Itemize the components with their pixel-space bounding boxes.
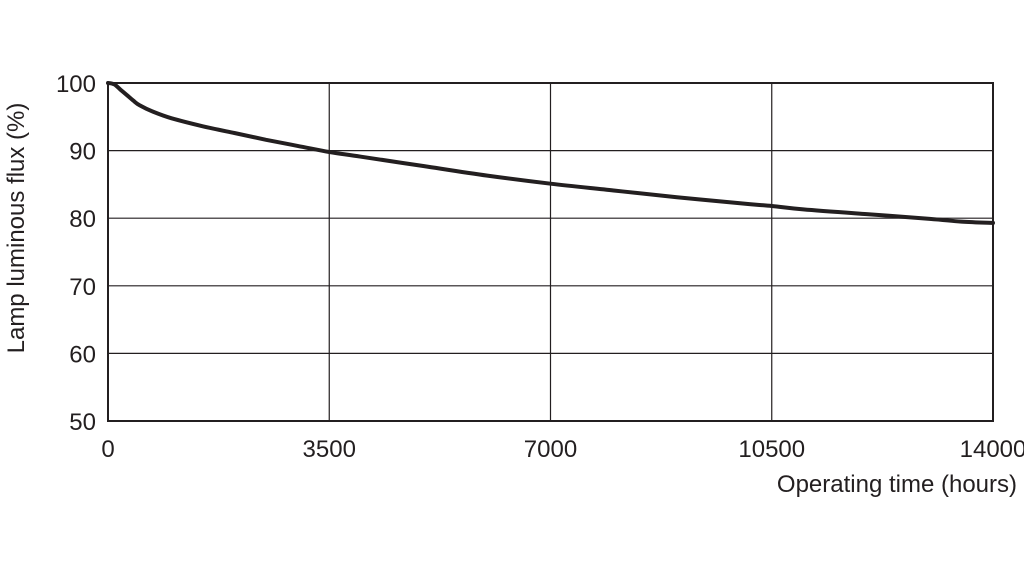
grid-lines: [108, 83, 993, 421]
y-tick-label: 70: [69, 274, 96, 301]
y-tick-label: 80: [69, 206, 96, 233]
x-tick-label: 10500: [738, 436, 805, 463]
y-axis-label: Lamp luminous flux (%): [3, 103, 30, 354]
y-tick-label: 60: [69, 341, 96, 368]
flux-curve: [106, 81, 995, 225]
y-axis-ticks: 100 90 80 70 60 50: [56, 71, 96, 436]
series-layer: [106, 81, 995, 225]
x-tick-label: 3500: [303, 436, 356, 463]
plot-area-frame: [107, 82, 994, 422]
y-tick-label: 90: [69, 139, 96, 166]
x-axis-label: Operating time (hours): [777, 471, 1017, 498]
x-axis-ticks: 0 3500 7000 10500 14000: [101, 436, 1024, 463]
y-tick-label: 50: [69, 409, 96, 436]
x-tick-label: 7000: [524, 436, 577, 463]
x-tick-label: 14000: [960, 436, 1024, 463]
y-tick-label: 100: [56, 71, 96, 98]
x-tick-label: 0: [101, 436, 114, 463]
